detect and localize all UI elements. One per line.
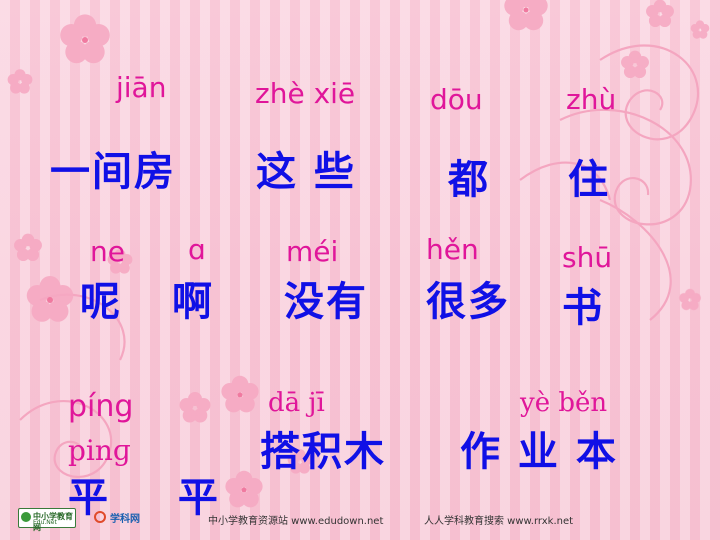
logo2-text: 学科网 [110,514,140,525]
pinyin-dou: dōu [430,83,483,116]
pinyin-zhu: zhù [566,83,617,116]
hanzi-shu: 书 [562,285,604,331]
cherry-blossom-icon [504,0,548,31]
logo1-text: 中小学教育网 [33,512,73,532]
cherry-blossom-icon [7,69,33,94]
hanzi-da-ji-mu: 搭积木 [260,429,386,475]
cherry-blossom-icon [14,233,42,262]
logo1-sub: Edu.Net [33,519,57,526]
pinyin-shu: shū [562,241,613,274]
swirl-vine-icon [519,44,700,321]
source-edudown[interactable]: 中小学教育资源站 www.edudown.net [208,516,384,527]
hanzi-zuo-ye-ben: 作 业 本 [460,429,618,475]
cherry-blossom-icon [679,288,701,311]
cherry-blossom-icon [646,0,674,28]
pinyin-ye-ben: yè běn [520,388,608,418]
pinyin-a: ɑ [188,233,206,266]
pinyin-zhe-xie: zhè xiē [255,77,356,110]
globe-icon [21,512,31,522]
hanzi-ne: 呢 [80,279,122,325]
hanzi-a: 啊 [172,279,214,325]
hanzi-zhe-xie: 这 些 [256,149,356,195]
hanzi-mei-you: 没有 [284,279,368,325]
pinyin-ping: píng [68,389,134,424]
pinyin-da-ji: dā jī [268,388,325,418]
xkw-logo: 学科网 [94,509,154,525]
edu-net-logo: 中小学教育网 Edu.Net [18,508,76,532]
source-rrxk[interactable]: 人人学科教育搜索 www.rrxk.net [424,516,574,527]
cherry-blossom-icon [179,392,211,423]
hanzi-hen-duo: 很多 [426,279,510,325]
pinyin-ping-neutral: pinɡ [68,434,131,467]
pinyin-ne: ne [90,235,125,268]
pinyin-hen: hěn [426,233,479,266]
hanzi-yi-jian-fang: 一间房 [50,149,176,195]
ring-icon [94,511,106,523]
hanzi-dou: 都 [448,157,490,203]
hanzi-zhu: 住 [568,157,610,203]
cherry-blossom-icon [690,20,710,39]
hanzi-ping-ping: 平 平 [68,475,246,521]
pinyin-mei: méi [286,235,339,268]
pinyin-jian: jiān [116,71,167,104]
cherry-blossom-icon [621,50,649,79]
